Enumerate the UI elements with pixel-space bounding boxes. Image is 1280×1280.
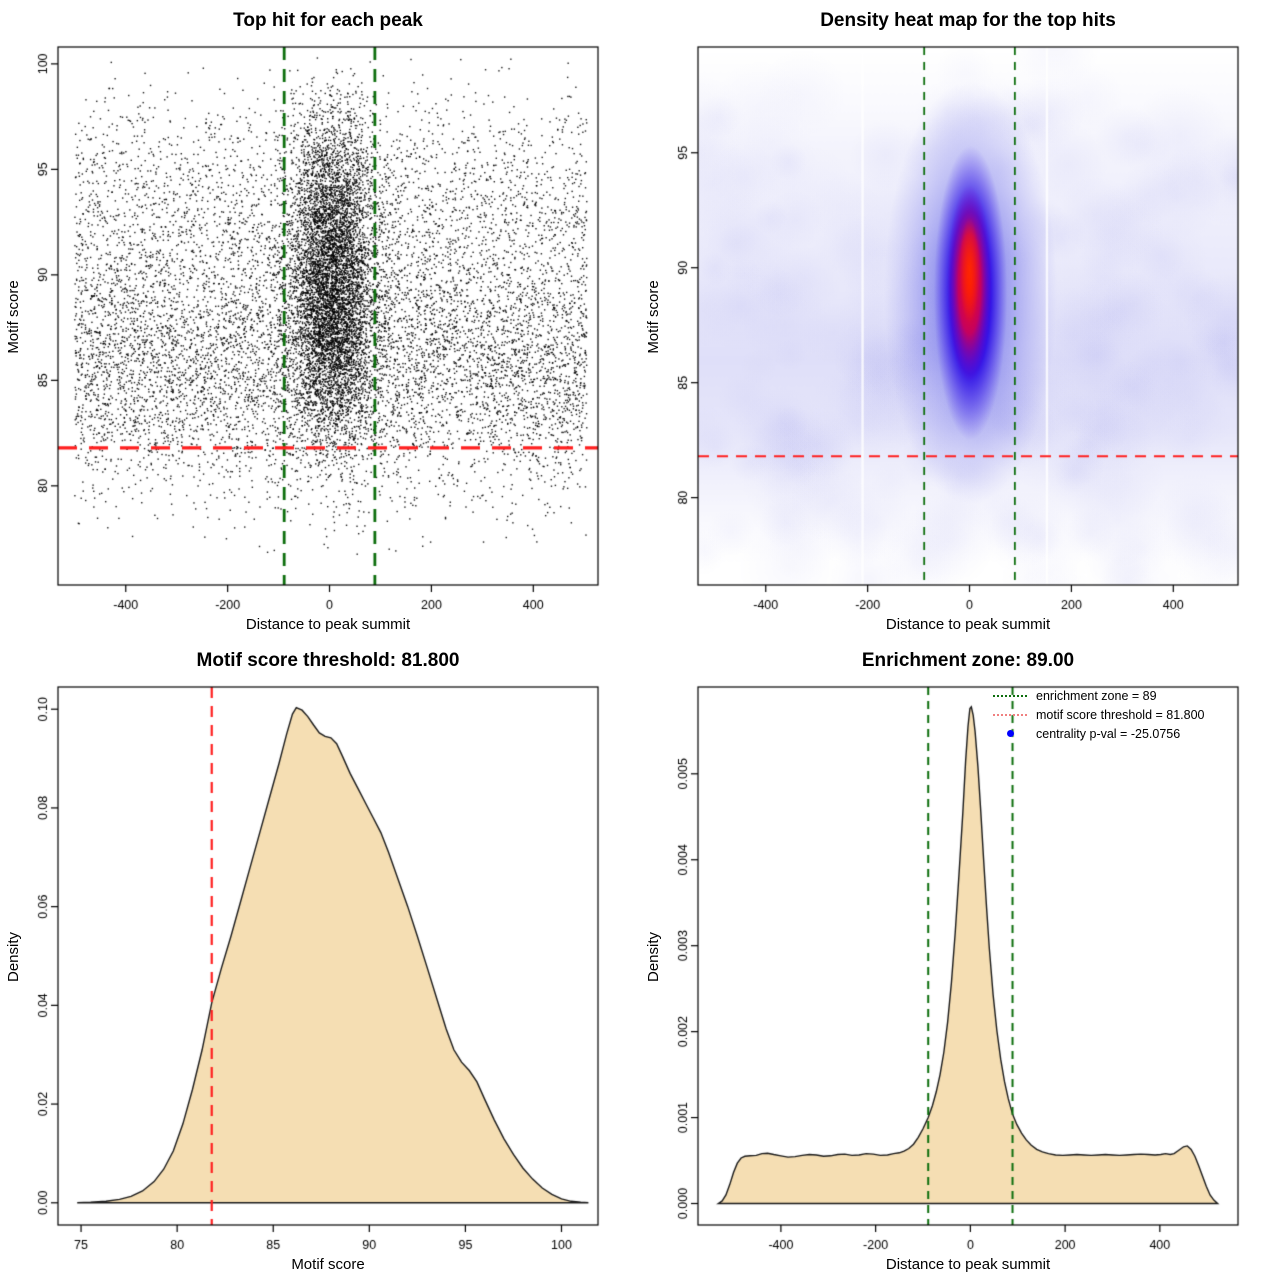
legend-item-centrality-pval: centrality p-val = -25.0756 bbox=[990, 724, 1252, 743]
green-dotted-line-icon bbox=[993, 694, 1027, 697]
density-plot-canvas bbox=[640, 640, 1280, 1280]
legend-sample-wrap bbox=[990, 713, 1030, 716]
legend-label: motif score threshold = 81.800 bbox=[1036, 707, 1205, 722]
x-axis-label: Distance to peak summit bbox=[245, 616, 411, 633]
panel-title: Density heat map for the top hits bbox=[820, 10, 1116, 31]
legend: enrichment zone = 89 motif score thresho… bbox=[990, 686, 1252, 743]
panel-distance-density: Enrichment zone: 89.00 Distance to peak … bbox=[640, 640, 1280, 1280]
legend-item-enrichment-zone: enrichment zone = 89 bbox=[990, 686, 1252, 705]
panel-title: Motif score threshold: 81.800 bbox=[196, 650, 460, 671]
y-axis-label: Density bbox=[5, 931, 22, 983]
panel-density-heat-map: Density heat map for the top hits Distan… bbox=[640, 0, 1280, 640]
legend-sample-wrap bbox=[990, 694, 1030, 697]
x-axis-label: Motif score bbox=[291, 1256, 365, 1273]
blue-point-icon bbox=[1006, 730, 1014, 737]
legend-item-motif-threshold: motif score threshold = 81.800 bbox=[990, 705, 1252, 724]
panel-title: Enrichment zone: 89.00 bbox=[861, 650, 1075, 671]
heatmap-canvas bbox=[640, 0, 1280, 640]
x-axis-label: Distance to peak summit bbox=[885, 1256, 1051, 1273]
legend-label: centrality p-val = -25.0756 bbox=[1036, 726, 1181, 741]
density-plot-canvas bbox=[0, 640, 640, 1280]
y-axis-label: Motif score bbox=[5, 280, 22, 354]
legend-label: enrichment zone = 89 bbox=[1036, 688, 1157, 703]
panel-top-hit-scatter: Top hit for each peak Distance to peak s… bbox=[0, 0, 640, 640]
red-dotted-line-icon bbox=[993, 713, 1027, 716]
panel-motif-score-density: Motif score threshold: 81.800 Motif scor… bbox=[0, 640, 640, 1280]
x-axis-label: Distance to peak summit bbox=[885, 616, 1051, 633]
legend-sample-wrap bbox=[990, 730, 1030, 737]
y-axis-label: Motif score bbox=[645, 280, 662, 354]
y-axis-label: Density bbox=[645, 931, 662, 983]
scatter-plot-canvas bbox=[0, 0, 640, 640]
panel-title: Top hit for each peak bbox=[233, 10, 423, 31]
